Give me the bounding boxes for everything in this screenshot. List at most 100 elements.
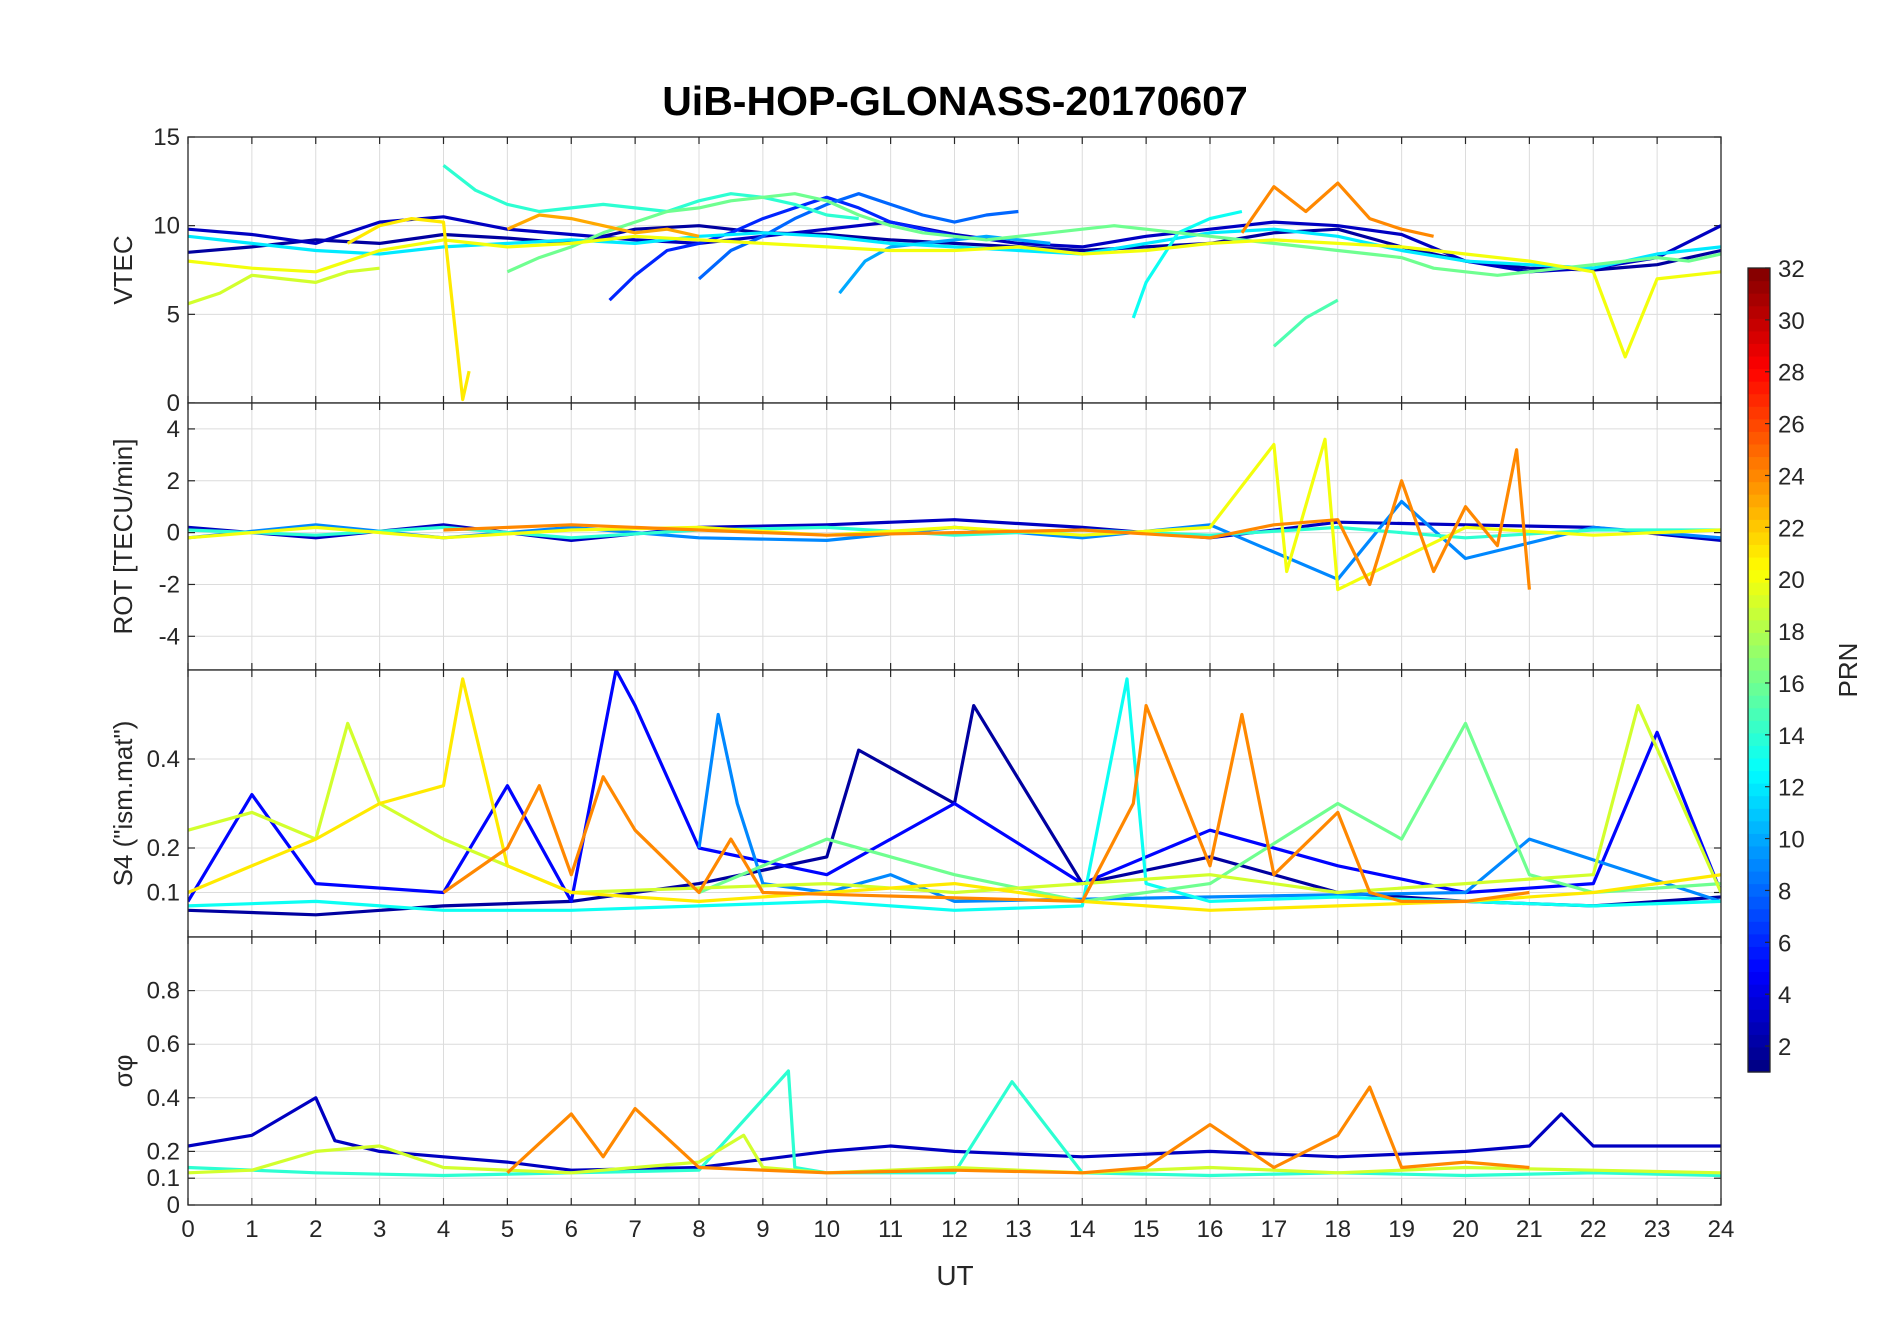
colorbar-segment (1748, 695, 1770, 709)
x-tick-label: 5 (501, 1216, 514, 1243)
series-group (188, 1069, 1721, 1178)
x-tick-label: 10 (813, 1216, 840, 1243)
colorbar-segment (1748, 494, 1770, 508)
colorbar-segment (1748, 569, 1770, 583)
series-prn-20 (188, 437, 1721, 592)
colorbar-tick-label: 12 (1778, 775, 1805, 802)
colorbar-segment (1748, 1046, 1770, 1061)
y-tick-label: 10 (153, 213, 180, 240)
y-tick-label: 0 (167, 520, 180, 547)
colorbar-segment (1748, 506, 1770, 520)
colorbar-segment (1748, 469, 1770, 483)
colorbar-segment (1748, 418, 1770, 432)
series-prn-24 (506, 1085, 1530, 1175)
colorbar-segment (1748, 582, 1770, 596)
colorbar-segment (1748, 305, 1770, 319)
y-axis-label-vtec: VTEC (108, 235, 138, 304)
colorbar-segment (1748, 431, 1770, 445)
x-tick-label: 0 (181, 1216, 194, 1243)
y-tick-label: 0.8 (147, 978, 180, 1005)
colorbar-segment (1748, 1009, 1770, 1023)
colorbar-segment (1748, 393, 1770, 407)
x-tick-label: 7 (628, 1216, 641, 1243)
colorbar-tick-label: 22 (1778, 515, 1805, 542)
series-prn-10 (838, 234, 1051, 295)
colorbar-tick-label: 24 (1778, 463, 1805, 490)
colorbar-tick-label: 20 (1778, 567, 1805, 594)
x-tick-label: 6 (565, 1216, 578, 1243)
x-tick-label: 16 (1197, 1216, 1224, 1243)
y-tick-label: 0.2 (147, 1138, 180, 1165)
y-tick-label: 0 (167, 1192, 180, 1219)
x-tick-label: 12 (941, 1216, 968, 1243)
colorbar-segment (1748, 293, 1770, 307)
colorbar-tick-label: 10 (1778, 827, 1805, 854)
colorbar-segment (1748, 770, 1770, 784)
y-tick-label: 4 (167, 416, 180, 443)
x-tick-label: 3 (373, 1216, 386, 1243)
colorbar-segment (1748, 795, 1770, 809)
y-axis-label-s4: S4 ("ism.mat") (108, 721, 138, 887)
colorbar-segment (1748, 381, 1770, 395)
colorbar-tick-label: 28 (1778, 360, 1805, 387)
series-prn-3 (188, 1096, 1721, 1172)
x-tick-label: 13 (1005, 1216, 1032, 1243)
colorbar-tick-label: 8 (1778, 878, 1791, 905)
series-prn-19 (188, 266, 380, 306)
panel-s4: 0.1 0.2 0.4 S4 ("ism.mat") (108, 669, 1722, 938)
x-tick-label: 1 (245, 1216, 258, 1243)
x-tick-label: 8 (692, 1216, 705, 1243)
x-tick-label: 17 (1261, 1216, 1288, 1243)
colorbar-tick-label: 18 (1778, 619, 1805, 646)
y-tick-label: 0.1 (147, 880, 180, 907)
series-prn-12 (188, 227, 1721, 270)
series-prn-15 (1272, 298, 1339, 348)
chart-title: UiB-HOP-GLONASS-20170607 (662, 78, 1248, 124)
colorbar-segment (1748, 657, 1770, 671)
panel-rot: -4 -2 0 2 4 ROT [TECU/min] (108, 402, 1722, 671)
series-prn-3 (188, 518, 1721, 543)
series-prn-8 (697, 192, 1019, 281)
colorbar-segment (1748, 632, 1770, 646)
colorbar-segment (1748, 519, 1770, 533)
y-tick-label: 15 (153, 124, 180, 151)
colorbar-segment (1748, 871, 1770, 885)
colorbar-segment (1748, 996, 1770, 1010)
x-tick-label: 14 (1069, 1216, 1096, 1243)
colorbar-segment (1748, 619, 1770, 633)
colorbar-segment (1748, 883, 1770, 897)
colorbar-segment (1748, 268, 1770, 282)
colorbar-segment (1748, 594, 1770, 608)
x-tick-label: 2 (309, 1216, 322, 1243)
x-tick-label: 24 (1708, 1216, 1735, 1243)
colorbar-segment (1748, 732, 1770, 746)
colorbar-segment (1748, 820, 1770, 834)
colorbar-segment (1748, 556, 1770, 571)
colorbar-tick-label: 30 (1778, 308, 1805, 335)
colorbar-segment (1748, 544, 1770, 558)
series-prn-16 (698, 721, 1721, 904)
y-tick-label: -2 (159, 571, 180, 598)
series-prn-9 (697, 712, 1721, 904)
colorbar-segment (1748, 443, 1770, 458)
series-prn-24 (442, 703, 1530, 904)
colorbar-segment (1748, 1021, 1770, 1035)
panel-vtec: 0 5 10 15 VTEC (108, 124, 1722, 417)
colorbar-segment (1748, 318, 1770, 332)
y-axis-label-rot: ROT [TECU/min] (108, 439, 138, 635)
x-tick-label: 4 (437, 1216, 450, 1243)
x-tick-label: 20 (1452, 1216, 1479, 1243)
x-tick-label: 15 (1133, 1216, 1160, 1243)
colorbar-segment (1748, 833, 1770, 847)
series-prn-14 (188, 525, 1721, 540)
colorbar-segment (1748, 406, 1770, 420)
series-prn-23 (506, 213, 700, 238)
y-tick-label: 0.4 (147, 1085, 180, 1112)
colorbar-segment (1748, 858, 1770, 872)
colorbar-segment (1748, 984, 1770, 998)
series-group (188, 670, 1721, 917)
y-tick-label: 0 (167, 390, 180, 417)
